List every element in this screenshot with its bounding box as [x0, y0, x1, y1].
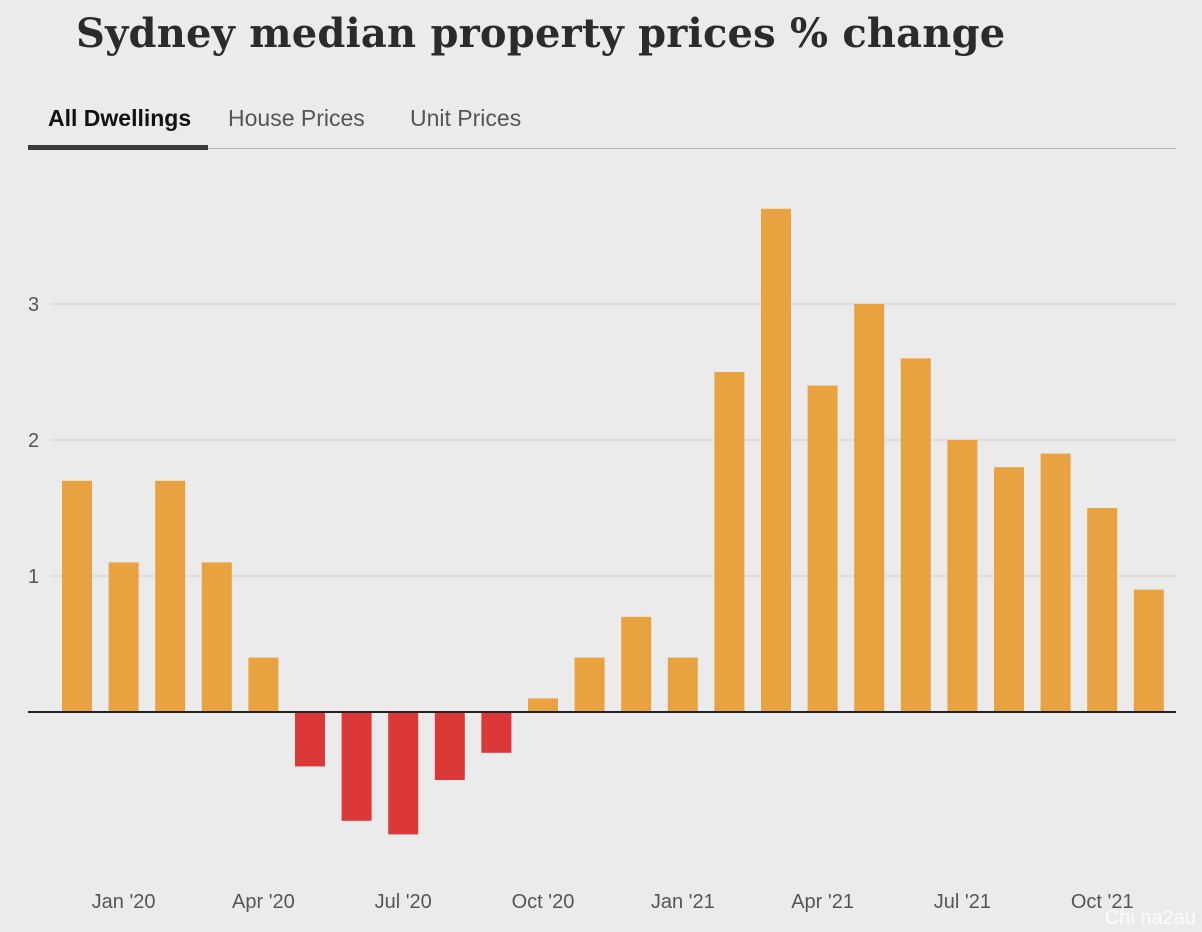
- bar: [155, 480, 186, 712]
- bar: [62, 480, 92, 712]
- bar: [481, 712, 512, 753]
- bar: [714, 372, 745, 712]
- x-tick-label: Jan '20: [92, 891, 156, 913]
- bar: [1133, 589, 1164, 712]
- bar: [1040, 453, 1071, 712]
- bar: [1087, 508, 1118, 712]
- bar: [807, 385, 838, 712]
- bar: [388, 712, 419, 835]
- bar: [947, 440, 978, 712]
- x-tick-label: Apr '20: [232, 891, 295, 913]
- tab-unit-prices[interactable]: Unit Prices: [410, 86, 521, 150]
- x-tick-label: Jan '21: [651, 891, 715, 913]
- y-tick-label: 1: [28, 566, 39, 588]
- x-tick-label: Oct '21: [1071, 891, 1134, 913]
- bar: [341, 712, 372, 821]
- x-tick-label: Apr '21: [791, 891, 854, 913]
- x-tick-label: Oct '20: [512, 891, 575, 913]
- tab-divider: [208, 148, 1176, 149]
- bar: [434, 712, 465, 780]
- tab-bar: All Dwellings House Prices Unit Prices: [28, 86, 1176, 152]
- bar: [295, 712, 325, 767]
- tab-all-dwellings[interactable]: All Dwellings: [48, 86, 191, 150]
- bar: [528, 698, 558, 712]
- x-tick-label: Jul '21: [934, 891, 991, 913]
- bar: [667, 657, 698, 712]
- y-tick-label: 2: [28, 430, 39, 452]
- bar: [621, 616, 652, 712]
- bar: [201, 562, 232, 712]
- bar-chart: 1 2 3 Jan '20 Apr '20 Jul '20 Oct '20 Jan '21 Ap…: [28, 208, 1176, 913]
- bar: [574, 657, 605, 712]
- bar: [994, 467, 1024, 712]
- bar: [108, 562, 139, 712]
- bar: [854, 304, 885, 712]
- watermark: Chi na2au: [1104, 907, 1196, 929]
- bar: [761, 208, 791, 713]
- bar: [248, 657, 279, 712]
- y-tick-label: 3: [28, 294, 39, 316]
- bar: [900, 358, 931, 712]
- x-tick-label: Jul '20: [375, 891, 432, 913]
- chart-title: Sydney median property prices % change: [76, 10, 1006, 57]
- active-tab-indicator: [28, 145, 208, 150]
- tab-house-prices[interactable]: House Prices: [228, 86, 365, 150]
